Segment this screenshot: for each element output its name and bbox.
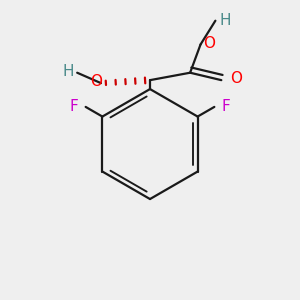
Text: F: F xyxy=(222,99,230,114)
Text: O: O xyxy=(90,74,102,89)
Text: H: H xyxy=(63,64,74,79)
Text: O: O xyxy=(230,71,242,86)
Text: F: F xyxy=(70,99,78,114)
Text: O: O xyxy=(203,35,215,50)
Text: H: H xyxy=(220,13,231,28)
